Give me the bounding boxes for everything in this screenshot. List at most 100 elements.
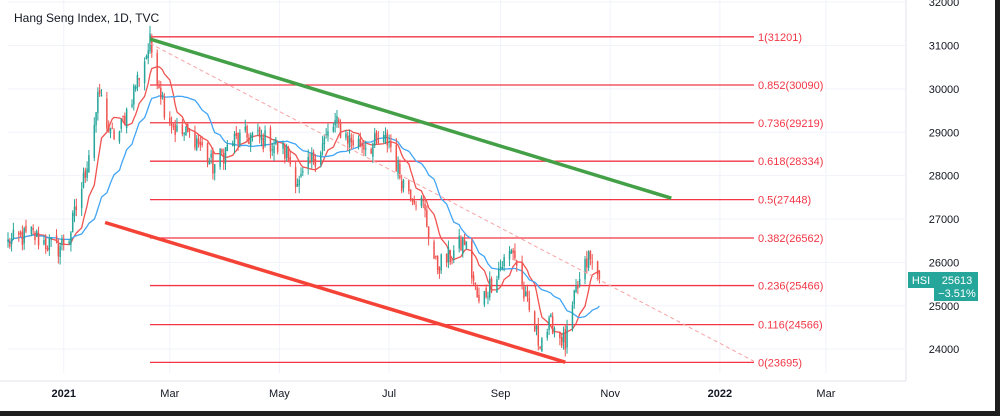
candle-body xyxy=(174,124,176,135)
price-tick-label: 24000 xyxy=(929,344,960,356)
candle-body xyxy=(586,258,588,268)
candle-body xyxy=(472,275,475,281)
candle-body xyxy=(249,135,252,146)
candle-body xyxy=(118,131,121,142)
lower-channel-trendline xyxy=(104,220,566,364)
candle-body xyxy=(539,346,541,349)
candle-body xyxy=(287,147,290,161)
frame-border-bottom xyxy=(0,411,1000,416)
candle-body xyxy=(111,127,114,129)
candle-body xyxy=(463,239,466,246)
candle-body xyxy=(149,33,151,52)
candle-body xyxy=(199,141,202,146)
fib-level-label: 0.736(29219) xyxy=(758,118,823,130)
candle-body xyxy=(97,92,99,113)
candle-body xyxy=(147,50,149,59)
candle-body xyxy=(294,167,297,187)
candle-body xyxy=(55,235,58,242)
candle-body xyxy=(521,262,523,285)
candle-body xyxy=(386,132,389,146)
candle-body xyxy=(187,124,189,133)
price-tag-value: 25613 xyxy=(942,275,973,287)
candle-body xyxy=(497,268,500,279)
candle-body xyxy=(377,138,380,143)
candle-body xyxy=(170,122,173,127)
candle-body xyxy=(408,180,410,192)
candle-body xyxy=(131,104,133,107)
time-tick-label: 2022 xyxy=(708,388,732,400)
candle-body xyxy=(334,120,336,126)
candle-body xyxy=(575,286,577,293)
candle-body xyxy=(352,140,354,146)
candle-body xyxy=(314,159,317,167)
candle-body xyxy=(298,179,300,186)
chart-title: Hang Seng Index, 1D, TVC xyxy=(14,11,160,25)
candle-body xyxy=(587,251,590,269)
candle-body xyxy=(478,294,480,302)
candle-body xyxy=(485,288,487,298)
candle-body xyxy=(48,238,51,250)
candle-body xyxy=(169,117,171,123)
candle-body xyxy=(163,97,166,118)
dashed-resistance-trendline xyxy=(149,42,755,362)
candle-body xyxy=(302,171,304,173)
candle-body xyxy=(176,125,178,132)
candle-body xyxy=(584,259,586,280)
price-tick-label: 28000 xyxy=(929,171,960,183)
candle-body xyxy=(320,152,322,165)
price-axis[interactable]: 24000 25000 26000 27000 28000 29000 30000 31000… xyxy=(905,0,960,381)
candle-body xyxy=(84,170,87,178)
candle-body xyxy=(100,94,103,97)
candle-body xyxy=(201,142,203,146)
candle-body xyxy=(390,141,392,148)
candle-body xyxy=(447,247,450,263)
candle-body xyxy=(57,243,60,257)
candle-body xyxy=(143,61,146,84)
candle-body xyxy=(327,131,329,137)
candle-body xyxy=(136,74,139,88)
candle-body xyxy=(75,206,78,211)
candle-body xyxy=(237,132,239,145)
candle-body xyxy=(260,134,263,141)
candle-body xyxy=(311,153,313,162)
candle-body xyxy=(284,145,286,159)
price-tick-label: 25000 xyxy=(929,301,960,313)
fib-level-label: 0.116(24566) xyxy=(758,320,823,332)
candle-body xyxy=(25,225,27,232)
candle-body xyxy=(158,84,160,89)
candle-body xyxy=(336,116,338,123)
candle-body xyxy=(275,139,277,144)
moving-averages xyxy=(7,66,600,336)
upper-channel-trendline xyxy=(149,37,672,200)
candle-body xyxy=(553,328,556,331)
candles-layer xyxy=(7,25,601,357)
candle-body xyxy=(244,126,247,131)
candle-body xyxy=(476,286,478,298)
time-axis[interactable]: 2021 Mar May Jul Sep Nov 2022 Mar xyxy=(0,380,906,400)
candle-body xyxy=(44,237,47,249)
candle-body xyxy=(50,237,52,240)
candle-body xyxy=(109,128,112,134)
candle-body xyxy=(321,143,324,151)
candle-body xyxy=(598,270,601,280)
candle-body xyxy=(307,156,309,168)
candle-body xyxy=(496,279,498,293)
candle-body xyxy=(9,243,11,247)
candle-body xyxy=(537,324,540,346)
candle-body xyxy=(512,250,514,253)
candle-body xyxy=(415,205,417,207)
candle-body xyxy=(124,115,126,126)
candle-body xyxy=(433,241,435,259)
candle-body xyxy=(93,124,96,158)
fibonacci-retracement[interactable]: 1(31201) 0.852(30090) 0.736(29219) 0.618(28… xyxy=(150,32,823,370)
candle-body xyxy=(357,138,360,147)
candle-body xyxy=(21,231,24,245)
candle-body xyxy=(589,250,592,260)
trendlines-layer[interactable] xyxy=(104,37,755,364)
candle-body xyxy=(382,134,385,142)
candle-body xyxy=(578,279,581,286)
candle-body xyxy=(533,311,536,332)
candle-body xyxy=(345,133,347,138)
candle-body xyxy=(160,87,162,99)
